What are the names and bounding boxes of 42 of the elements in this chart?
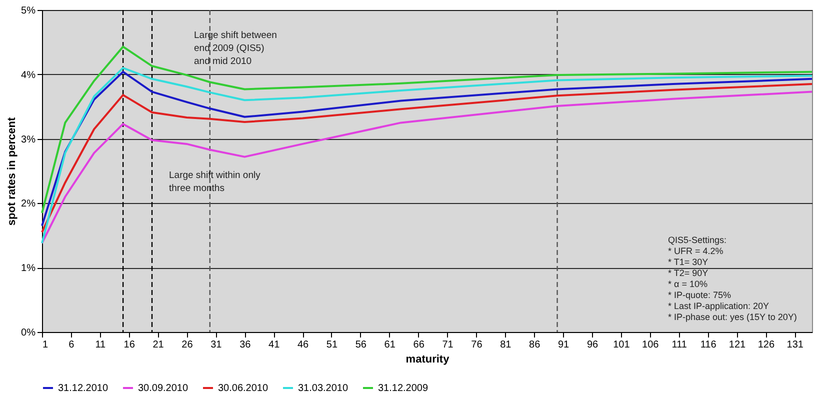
legend-label: 30.09.2010 (138, 383, 188, 394)
x-tick-label: 76 (471, 340, 483, 350)
x-tick-label: 56 (355, 340, 367, 350)
x-tick-label: 46 (297, 340, 310, 350)
x-tick-label: 91 (558, 340, 570, 350)
x-tick-label: 61 (384, 340, 396, 350)
x-tick-label: 31 (210, 340, 222, 350)
y-tick-label: 4% (21, 70, 36, 81)
x-tick-label: 36 (240, 340, 252, 350)
x-tick-label: 126 (758, 340, 775, 350)
x-tick-label: 116 (700, 340, 717, 350)
x-tick-label: 66 (413, 340, 425, 350)
y-tick-label: 3% (21, 134, 36, 146)
x-tick-label: 26 (182, 340, 194, 350)
x-tick-label: 11 (95, 340, 106, 350)
x-tick-label: 86 (529, 340, 541, 350)
y-tick-label: 1% (21, 263, 36, 274)
x-tick-label: 21 (152, 340, 164, 350)
x-tick-label: 51 (326, 340, 338, 350)
x-tick-label: 6 (68, 340, 75, 350)
x-tick-label: 131 (786, 340, 804, 350)
x-tick-label: 106 (642, 340, 660, 350)
x-tick-label: 71 (442, 340, 454, 350)
x-tick-label: 121 (728, 340, 746, 350)
x-tick-label: 96 (586, 340, 598, 350)
legend-label: 31.03.2010 (298, 383, 348, 394)
x-tick-label: 16 (124, 340, 136, 350)
y-axis-title: spot rates in percent (6, 117, 18, 226)
x-tick-label: 111 (672, 340, 688, 350)
x-tick-label: 81 (500, 340, 512, 350)
y-tick-label: 2% (21, 198, 36, 210)
x-tick-label: 41 (268, 340, 280, 350)
line-series (41, 46, 813, 214)
annotation: QIS5-Settings: * UFR = 4.2% * T1= 30Y * T2= 90Y * α = 10% * IP-quote: 75% * Last IP-application: 20Y * IP-phase out: yes (15Y to 20Y) (668, 235, 797, 322)
y-tick-label: 5% (21, 6, 36, 16)
x-axis-title: maturity (406, 354, 450, 366)
y-tick-label: 0% (21, 328, 36, 338)
x-tick-label: 1 (42, 340, 48, 350)
x-tick-label: 101 (613, 340, 630, 350)
legend-label: 31.12.2010 (58, 383, 108, 394)
legend-label: 30.06.2010 (218, 383, 268, 394)
legend-label: 31.12.2009 (378, 383, 428, 394)
